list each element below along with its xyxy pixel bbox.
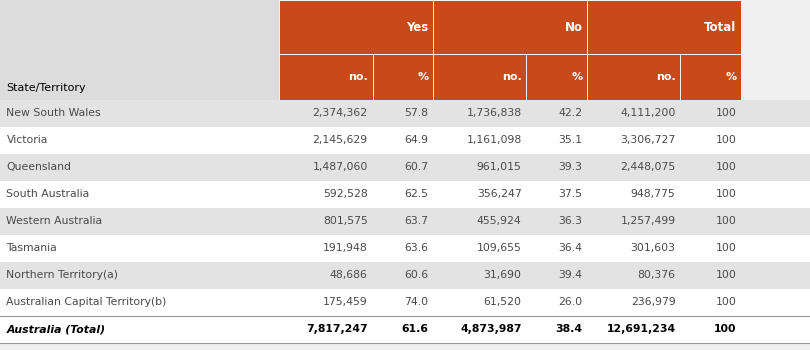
Text: no.: no. (502, 72, 522, 82)
Text: 37.5: 37.5 (558, 189, 582, 199)
Text: 2,448,075: 2,448,075 (620, 162, 676, 172)
Text: Australian Capital Territory(b): Australian Capital Territory(b) (6, 298, 167, 307)
Text: no.: no. (656, 72, 676, 82)
Text: 60.7: 60.7 (404, 162, 428, 172)
Text: 1,736,838: 1,736,838 (467, 108, 522, 118)
Text: 35.1: 35.1 (558, 135, 582, 145)
Text: New South Wales: New South Wales (6, 108, 101, 118)
Text: 63.7: 63.7 (404, 216, 428, 226)
Bar (0, 316, 810, 343)
Text: 592,528: 592,528 (323, 189, 368, 199)
Text: 100: 100 (715, 243, 736, 253)
Bar (526, 54, 587, 100)
Text: Yes: Yes (407, 21, 428, 34)
Text: 100: 100 (715, 216, 736, 226)
Text: 175,459: 175,459 (323, 298, 368, 307)
Text: No: No (565, 21, 582, 34)
Text: 100: 100 (715, 135, 736, 145)
Text: State/Territory: State/Territory (6, 83, 86, 93)
Text: 961,015: 961,015 (477, 162, 522, 172)
Bar (0, 208, 810, 235)
Bar (587, 0, 741, 54)
Text: 801,575: 801,575 (323, 216, 368, 226)
Text: 455,924: 455,924 (477, 216, 522, 226)
Text: 100: 100 (715, 108, 736, 118)
Text: no.: no. (348, 72, 368, 82)
Text: 36.4: 36.4 (558, 243, 582, 253)
Text: 38.4: 38.4 (556, 324, 582, 334)
Text: 100: 100 (715, 298, 736, 307)
Text: 74.0: 74.0 (404, 298, 428, 307)
Text: %: % (571, 72, 582, 82)
Text: 64.9: 64.9 (404, 135, 428, 145)
Text: 1,161,098: 1,161,098 (467, 135, 522, 145)
Text: 57.8: 57.8 (404, 108, 428, 118)
Text: Queensland: Queensland (6, 162, 71, 172)
Text: South Australia: South Australia (6, 189, 90, 199)
Bar (0, 289, 810, 316)
Text: 60.6: 60.6 (404, 270, 428, 280)
Text: 100: 100 (714, 324, 736, 334)
Text: 948,775: 948,775 (631, 189, 676, 199)
Text: 356,247: 356,247 (477, 189, 522, 199)
Text: 301,603: 301,603 (630, 243, 676, 253)
Text: Total: Total (704, 21, 736, 34)
Text: 1,487,060: 1,487,060 (313, 162, 368, 172)
Bar (0, 262, 810, 289)
Text: 2,145,629: 2,145,629 (313, 135, 368, 145)
Text: 4,111,200: 4,111,200 (620, 108, 676, 118)
Text: 1,257,499: 1,257,499 (620, 216, 676, 226)
Text: Northern Territory(a): Northern Territory(a) (6, 270, 118, 280)
Bar (0, 100, 810, 127)
Text: 48,686: 48,686 (330, 270, 368, 280)
Bar (0, 127, 810, 154)
Text: %: % (417, 72, 428, 82)
Bar (373, 54, 433, 100)
Text: 39.4: 39.4 (558, 270, 582, 280)
Text: 39.3: 39.3 (558, 162, 582, 172)
Text: 191,948: 191,948 (323, 243, 368, 253)
Bar (433, 54, 526, 100)
Text: 80,376: 80,376 (637, 270, 676, 280)
Text: 62.5: 62.5 (404, 189, 428, 199)
Text: 26.0: 26.0 (558, 298, 582, 307)
Text: Tasmania: Tasmania (6, 243, 58, 253)
Bar (680, 54, 741, 100)
Text: %: % (725, 72, 736, 82)
Text: Victoria: Victoria (6, 135, 48, 145)
Bar (587, 54, 680, 100)
Text: 31,690: 31,690 (484, 270, 522, 280)
Bar (0, 181, 810, 208)
Text: 100: 100 (715, 270, 736, 280)
Text: 36.3: 36.3 (558, 216, 582, 226)
Bar (433, 0, 587, 54)
Text: 63.6: 63.6 (404, 243, 428, 253)
Text: 61.6: 61.6 (402, 324, 428, 334)
Text: 4,873,987: 4,873,987 (460, 324, 522, 334)
Bar (0, 154, 810, 181)
Bar (279, 0, 433, 54)
Text: 3,306,727: 3,306,727 (620, 135, 676, 145)
Text: 109,655: 109,655 (477, 243, 522, 253)
Bar (0, 0, 279, 100)
Text: Australia (Total): Australia (Total) (6, 324, 105, 334)
Bar (0, 235, 810, 262)
Text: 100: 100 (715, 189, 736, 199)
Bar (279, 54, 373, 100)
Text: Western Australia: Western Australia (6, 216, 103, 226)
Text: 12,691,234: 12,691,234 (607, 324, 676, 334)
Text: 2,374,362: 2,374,362 (313, 108, 368, 118)
Text: 61,520: 61,520 (484, 298, 522, 307)
Text: 7,817,247: 7,817,247 (306, 324, 368, 334)
Text: 42.2: 42.2 (558, 108, 582, 118)
Text: 100: 100 (715, 162, 736, 172)
Text: 236,979: 236,979 (631, 298, 676, 307)
